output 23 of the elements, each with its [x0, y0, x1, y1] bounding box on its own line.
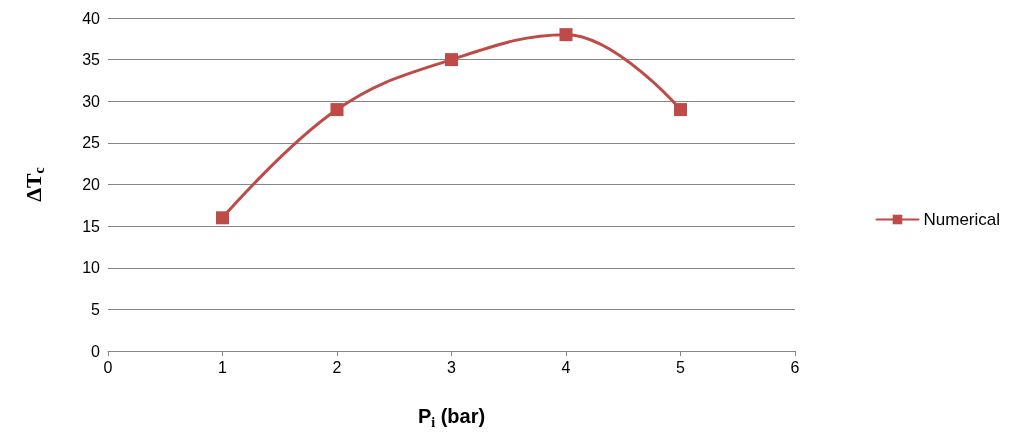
x-tick-label: 0 — [103, 358, 113, 376]
x-tick-label: 1 — [218, 358, 228, 376]
y-tick-label: 5 — [91, 300, 101, 318]
point — [445, 53, 458, 67]
x-tick-label: 4 — [561, 358, 571, 376]
y-tick-label: 35 — [82, 51, 101, 69]
point — [674, 103, 687, 117]
x-tick-label: 2 — [332, 358, 342, 376]
y-tick-label: 40 — [82, 9, 101, 27]
y-axis-title: ΔTc — [20, 167, 47, 202]
y-tick-label: 0 — [91, 342, 101, 360]
point — [330, 103, 344, 117]
point — [559, 28, 573, 42]
x-tick-label: 3 — [447, 358, 457, 376]
legend-label: Numerical — [923, 210, 1001, 229]
x-tick-label: 5 — [676, 358, 686, 376]
y-tick-label: 20 — [82, 176, 101, 193]
y-tick-label: 30 — [82, 92, 101, 110]
y-tick-label: 10 — [82, 259, 101, 277]
y-tick-label: 25 — [82, 134, 101, 152]
point — [216, 211, 229, 225]
y-tick-label: 15 — [82, 217, 101, 235]
x-tick-label: 6 — [790, 358, 800, 376]
